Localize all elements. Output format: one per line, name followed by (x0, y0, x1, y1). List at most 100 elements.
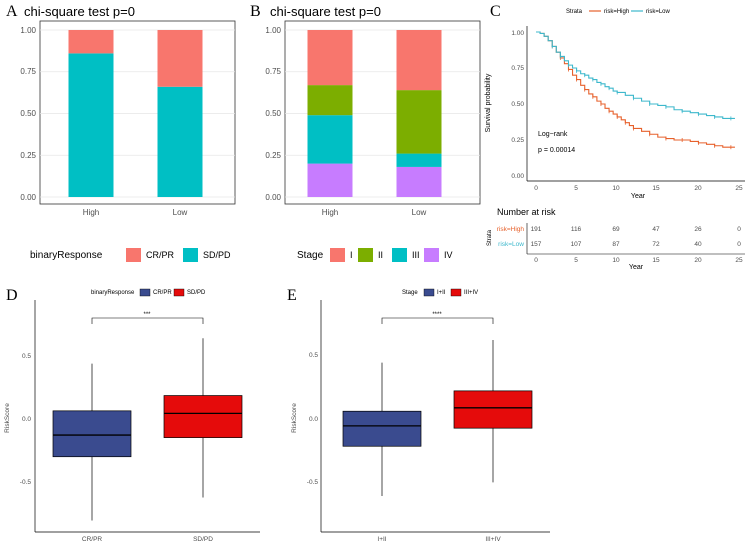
chart-c-xtick: 10 (612, 185, 620, 192)
chart-e-ytick: -0.5 (307, 479, 319, 486)
survival-curve-high (536, 31, 735, 148)
chart-c-xtick: 20 (694, 185, 702, 192)
legend-label-iii-iv: III+IV (464, 290, 478, 296)
chart-b-ytick: 0.75 (265, 67, 281, 76)
chart-b-x-ticks: High Low (322, 208, 427, 217)
panel-b: B chi-square test p=0 0.00 0.25 0.50 0.7… (250, 3, 481, 262)
chart-c-ytick: 0.00 (511, 173, 524, 180)
chart-d-legend: binaryResponse CR/PR SD/PD (91, 288, 206, 297)
chart-a-xtick: Low (173, 208, 188, 217)
legend-label-stage-ii: II (378, 250, 383, 260)
chart-c-logrank: Log−rank (538, 131, 568, 138)
risk-cell: 107 (571, 241, 582, 248)
bar-segment-iii-low (396, 153, 442, 167)
risk-table-xlabel: Year (629, 264, 644, 271)
chart-c-xlabel: Year (631, 193, 646, 200)
chart-b-title: chi-square test p=0 (270, 4, 381, 19)
chart-b-legend: Stage I II III IV (297, 248, 453, 262)
chart-e-significance-bracket (381, 317, 494, 324)
chart-a-legend: binaryResponse CR/PR SD/PD (30, 248, 231, 262)
chart-c-xtick: 0 (534, 185, 538, 192)
chart-e-xtick: I+II (377, 536, 386, 543)
risk-cell: 0 (737, 241, 741, 248)
bar-segment-iv-low (396, 166, 442, 197)
bar-segment-sd-pd-high (68, 53, 114, 197)
chart-b-legend-title: Stage (297, 250, 324, 261)
bar-segment-iv-high (307, 163, 353, 197)
chart-c-ylabel: Survival probability (485, 73, 492, 132)
chart-c-xtick: 5 (574, 185, 578, 192)
bar-segment-cr-pr-high (68, 30, 114, 54)
chart-a-ytick: 0.25 (20, 151, 36, 160)
risk-row-label-high: risk=High (497, 226, 525, 233)
box-iii-iv (453, 390, 533, 429)
chart-b-ytick: 0.50 (265, 109, 281, 118)
panel-letter-d: D (6, 287, 18, 304)
chart-a-legend-title: binaryResponse (30, 250, 103, 261)
chart-a-y-ticks: 0.00 0.25 0.50 0.75 1.00 (20, 26, 36, 202)
legend-label-high: risk=High (604, 9, 629, 15)
legend-swatch-sd-pd (183, 248, 198, 262)
legend-swatch-cr-pr (126, 248, 141, 262)
chart-c-legend-title: Strata (566, 9, 583, 15)
chart-d-xtick: SD/PD (193, 536, 213, 543)
risk-table-x-ticks: 0 5 10 15 20 25 (534, 257, 743, 264)
bar-segment-sd-pd-low (157, 86, 203, 197)
chart-b-ytick: 1.00 (265, 26, 281, 35)
risk-table-title: Number at risk (497, 207, 556, 217)
chart-d-significance-bracket (91, 317, 204, 324)
chart-b-xtick: Low (412, 208, 427, 217)
chart-a-bars (68, 30, 203, 197)
chart-a-title: chi-square test p=0 (24, 4, 135, 19)
chart-d-legend-title: binaryResponse (91, 290, 135, 296)
chart-b-ytick: 0.00 (265, 193, 281, 202)
chart-e-ylabel: RiskScore (291, 403, 298, 433)
chart-c-xtick: 25 (735, 185, 743, 192)
risk-row-low: 157 107 87 72 40 0 (531, 241, 742, 248)
chart-c-x-ticks: 0 5 10 15 20 25 (534, 185, 743, 192)
chart-d-significance: *** (143, 312, 151, 318)
chart-a-xtick: High (83, 208, 99, 217)
chart-d-x-ticks: CR/PR SD/PD (82, 536, 213, 543)
chart-a-ytick: 0.50 (20, 109, 36, 118)
chart-d-ytick: 0.5 (22, 353, 31, 360)
chart-d-boxes (52, 338, 243, 521)
chart-b-ytick: 0.25 (265, 151, 281, 160)
chart-c-ytick: 0.75 (511, 65, 524, 72)
chart-e-significance: **** (432, 312, 442, 318)
chart-b-xtick: High (322, 208, 338, 217)
chart-a-x-ticks: High Low (83, 208, 188, 217)
panel-e: E Stage I+II III+IV **** RiskScore -0.5 … (287, 287, 550, 543)
chart-e-legend-title: Stage (402, 290, 418, 296)
risk-table-strata: Strata (487, 229, 493, 246)
risk-cell: 87 (612, 241, 620, 248)
chart-b-y-ticks: 0.00 0.25 0.50 0.75 1.00 (265, 26, 281, 202)
box-cr-pr (52, 410, 132, 458)
chart-e-boxes (342, 340, 533, 496)
legend-swatch-stage-iii (392, 248, 407, 262)
chart-e-x-ticks: I+II III+IV (377, 536, 501, 543)
chart-c-ytick: 1.00 (511, 30, 524, 37)
risk-cell: 0 (737, 226, 741, 233)
risk-row-high: 191 116 69 47 26 0 (531, 226, 742, 233)
chart-e-legend: Stage I+II III+IV (402, 288, 478, 297)
survival-curve-low (536, 31, 735, 119)
chart-d-ylabel: RiskScore (4, 403, 11, 433)
box-i-ii (342, 410, 422, 447)
chart-e-y-ticks: -0.5 0.0 0.5 (307, 352, 319, 486)
chart-a-ytick: 1.00 (20, 26, 36, 35)
panel-letter-b: B (250, 3, 261, 20)
panel-a: A chi-square test p=0 0.00 0.25 0.50 0.7… (6, 3, 236, 262)
risk-cell: 69 (612, 226, 620, 233)
legend-swatch-stage-i (330, 248, 345, 262)
chart-d-ytick: -0.5 (20, 479, 32, 486)
chart-c-curves (536, 31, 735, 150)
legend-label-stage-iv: IV (444, 250, 453, 260)
panel-c: C Strata risk=High risk=Low Survival pro… (485, 3, 745, 271)
risk-cell: 47 (652, 226, 660, 233)
risk-cell: 116 (571, 226, 582, 233)
chart-c-axes (526, 26, 745, 182)
risk-xtick: 0 (534, 257, 538, 264)
chart-c-ytick: 0.50 (511, 101, 524, 108)
